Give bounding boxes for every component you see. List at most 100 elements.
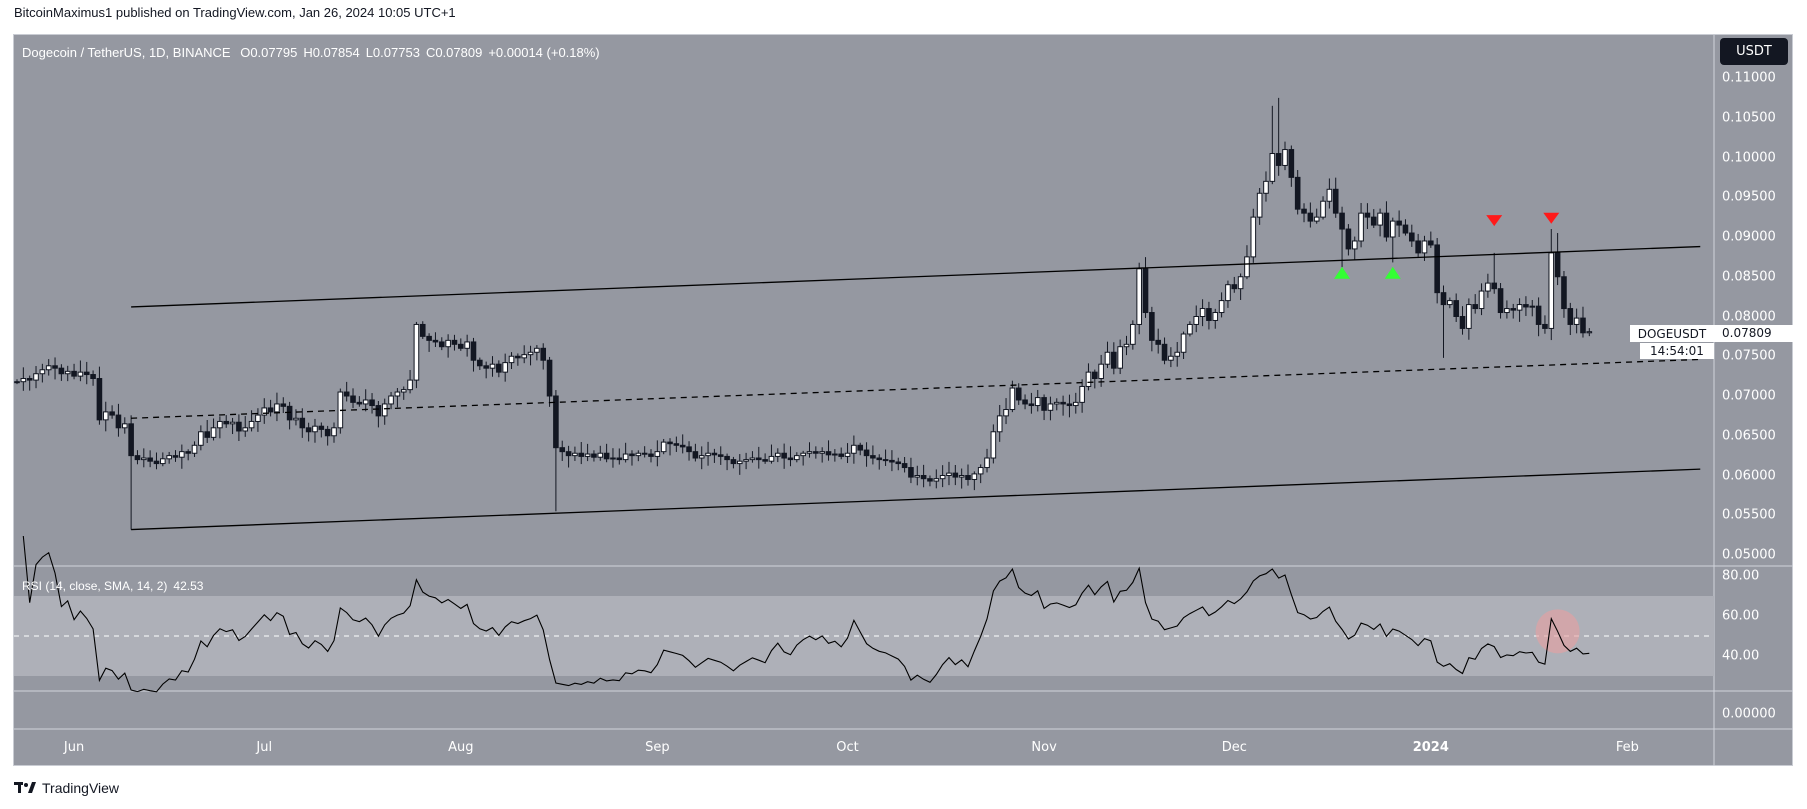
candle-body [679,444,686,448]
candle [622,442,629,463]
candle-body [1263,180,1269,194]
candle [1022,394,1028,410]
candle [451,334,458,351]
channel-lower-trendline [131,468,1701,531]
candle-body [540,347,547,361]
candle [1193,305,1200,333]
candle-body [996,415,1003,433]
candle [141,448,147,468]
candle [1206,301,1212,330]
candle [1307,202,1314,228]
candle-body [400,389,407,393]
candle-body [419,323,426,337]
candle [1377,208,1383,237]
tradingview-logo-icon [14,782,36,793]
candle [667,438,673,456]
candle-body [667,441,673,445]
candle [1339,206,1345,268]
candle [185,449,191,461]
candle [895,457,902,471]
symbol-title[interactable]: Dogecoin / TetherUS, 1D, BINANCE [22,45,231,60]
candle [673,436,680,452]
currency-button[interactable]: USDT [1720,38,1788,65]
candle-body [1206,308,1212,321]
candle-body [128,423,134,457]
candle-body [172,455,179,458]
candle [115,403,122,437]
candle [876,454,883,470]
candle [305,422,312,442]
candle [920,464,927,488]
candle [857,442,864,456]
candle-body [394,391,401,397]
candle [1326,178,1333,209]
rsi-tick-label: 60.00 [1722,608,1760,624]
candle [553,390,559,512]
candle [153,452,160,470]
candle-body [534,347,540,353]
tradingview-logo[interactable]: TradingView [14,780,119,796]
candle [64,365,71,382]
candle-body [1244,256,1250,278]
candle-body [1218,300,1225,314]
price-tick-label: 0.05500 [1722,507,1776,523]
candle-body [248,420,255,429]
candle-body [261,407,268,416]
bar-countdown: 14:54:01 [1640,343,1714,359]
candle-body [775,452,781,457]
candle-body [1294,176,1301,210]
rsi-title[interactable]: RSI (14, close, SMA, 14, 2) [22,579,168,593]
candle [927,475,933,487]
candle-body [794,455,800,461]
candle [1047,396,1054,421]
candle-body [438,341,445,348]
candle [1161,337,1168,365]
candle-body [229,421,236,425]
candle-body [768,455,775,462]
candle [426,333,432,352]
candle-body [1510,308,1517,311]
candle-body [286,405,293,421]
candle-body [1269,153,1276,182]
time-tick-label: Nov [1031,740,1057,755]
candle-body [654,451,661,457]
candle-body [267,407,274,413]
candle [1434,238,1440,304]
price-tick-label: 0.10000 [1722,150,1776,165]
candle [540,343,547,370]
candle [832,449,838,462]
candle-body [1193,316,1200,325]
candle [1149,306,1155,352]
candle-body [1523,304,1529,308]
candle [1529,299,1536,317]
candle [1085,363,1092,391]
resistance-marker-down-triangle [1486,215,1503,227]
candle [768,444,775,464]
candle-body [1104,351,1111,365]
candle [1174,341,1181,367]
candle [1485,273,1491,298]
candle-body [109,411,115,416]
candle-body [939,475,946,480]
candle [267,399,274,417]
candle [1136,262,1142,335]
candle [179,444,185,469]
candle-body [1580,317,1586,334]
candle-body [660,441,667,453]
candle [1554,233,1561,286]
candle-body [597,452,604,458]
candle [844,443,851,464]
change-value: +0.00014 (+0.18%) [488,45,600,60]
candle [96,366,103,425]
candle [58,364,65,381]
candle-body [698,455,705,459]
candle [914,465,921,486]
candle-body [502,362,508,373]
candle-body [800,452,806,457]
candle-body [1409,232,1415,242]
candle-body [1256,192,1263,218]
candle-body [838,453,845,457]
candle [648,449,654,463]
candle [1497,283,1504,319]
